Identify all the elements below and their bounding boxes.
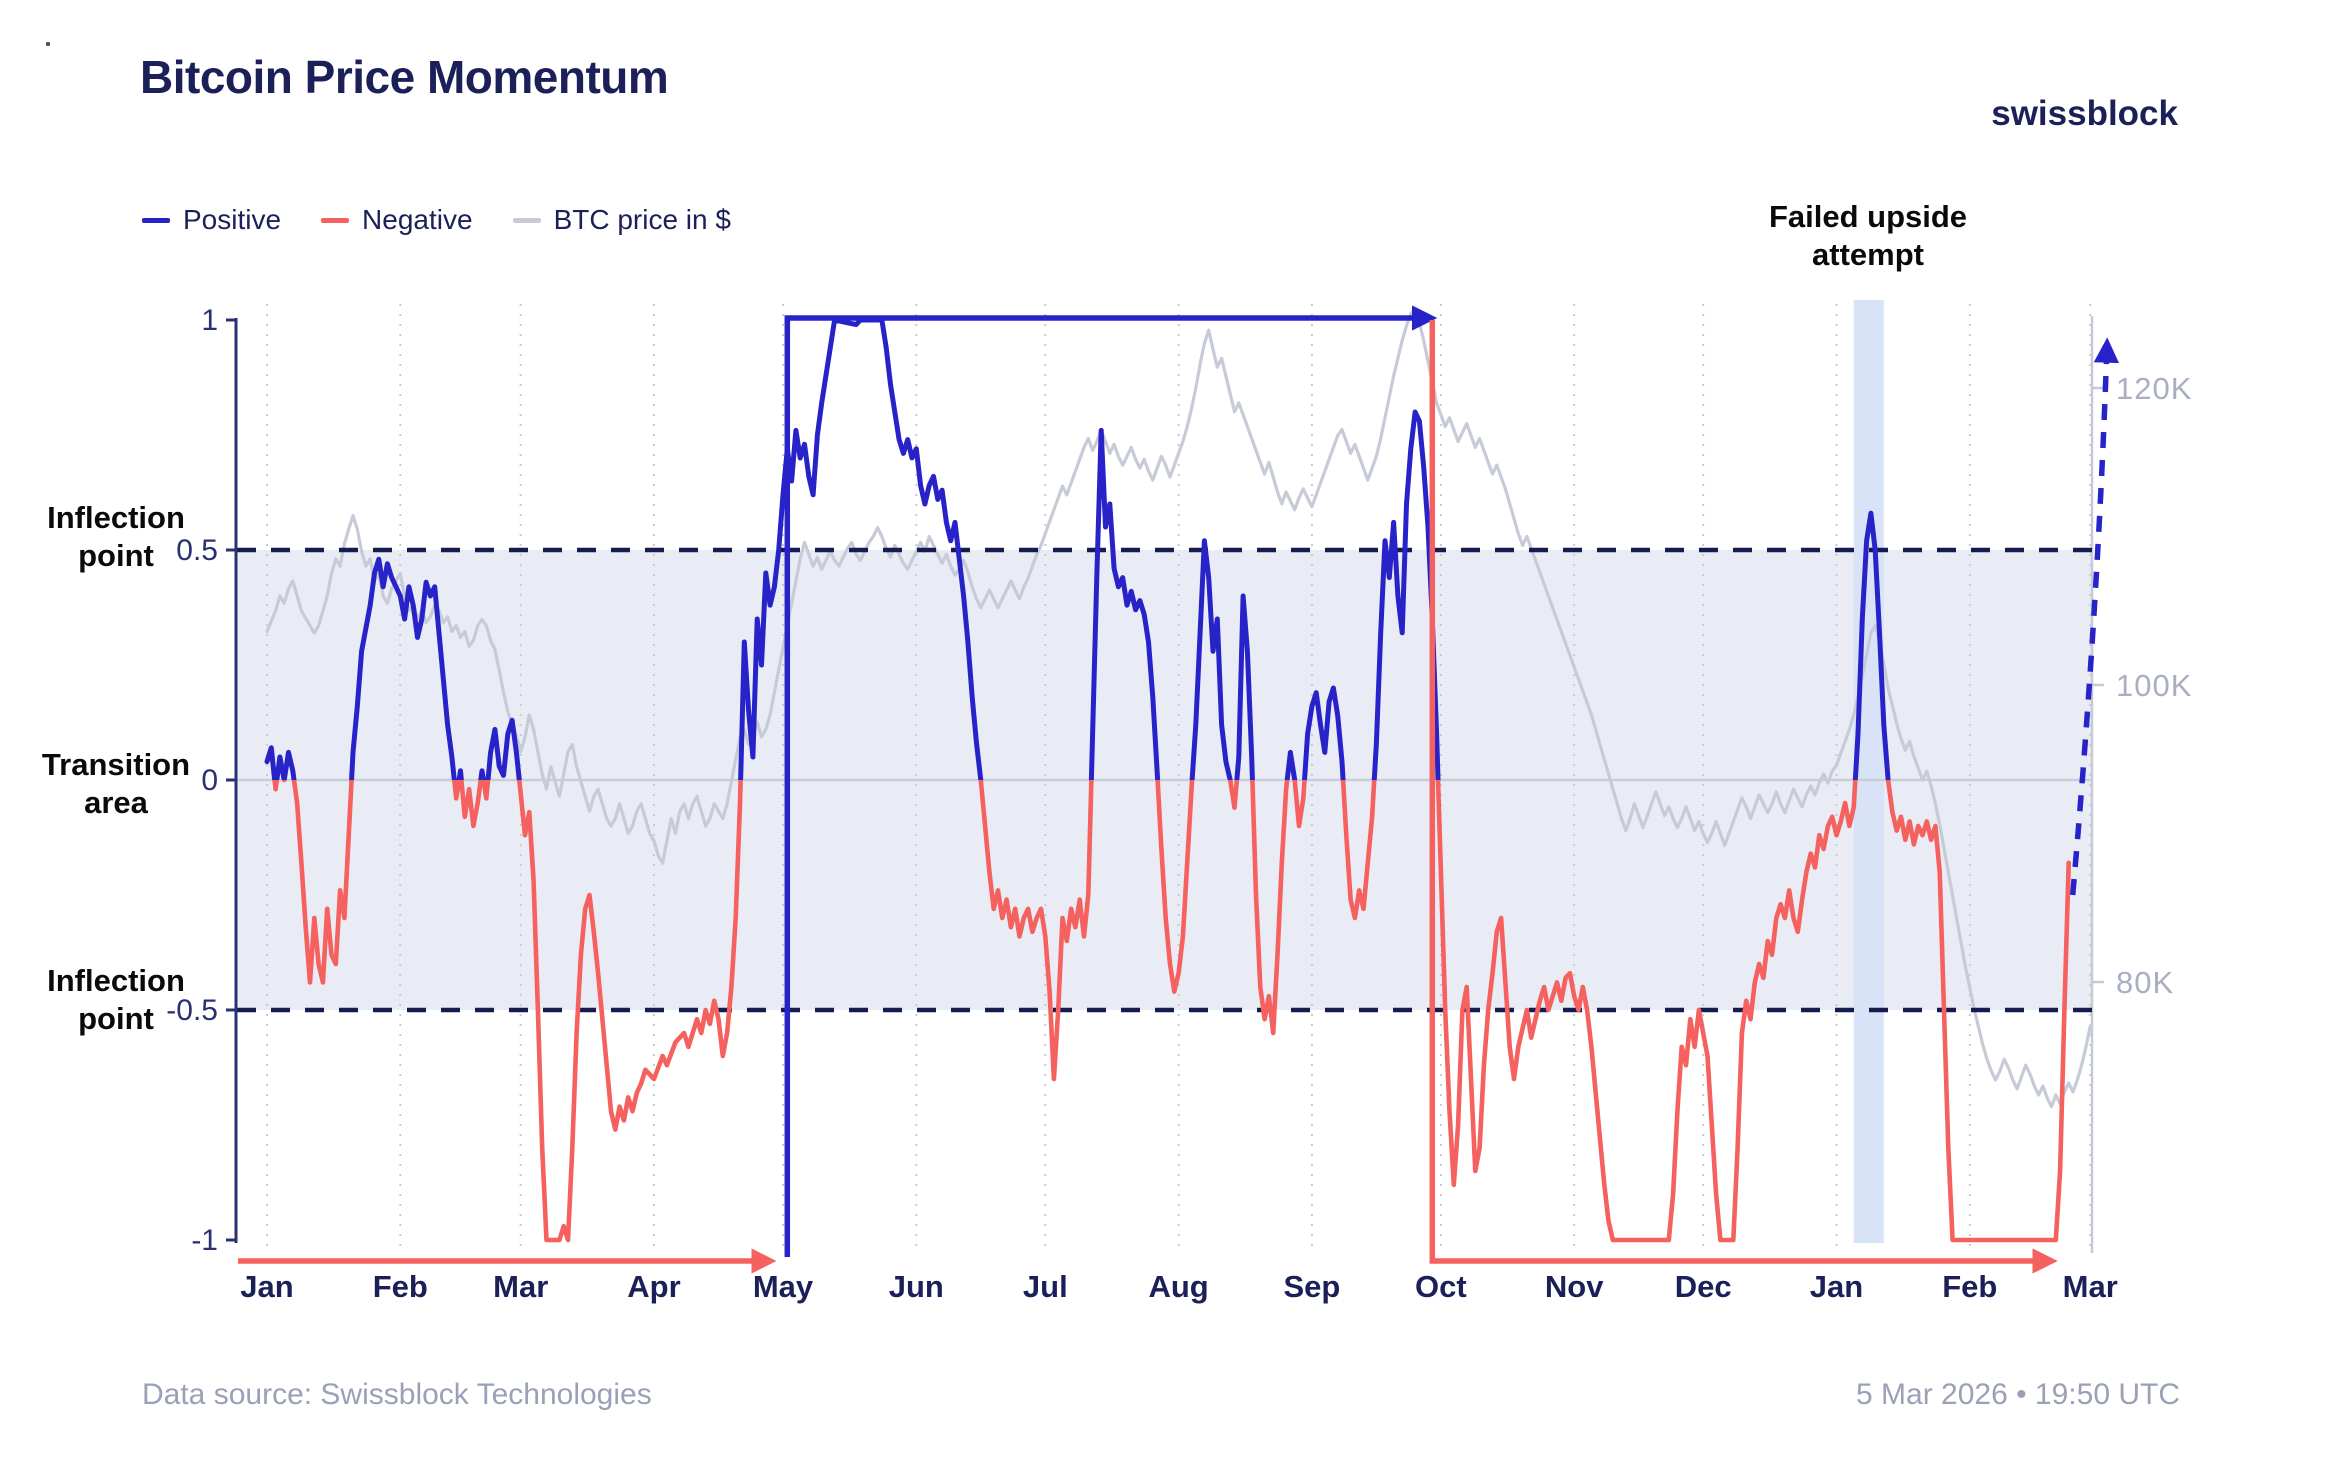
month-label-jan-12: Jan xyxy=(1810,1269,1863,1304)
momentum-line-negative xyxy=(272,780,2071,1243)
legend-label: Positive xyxy=(183,204,282,235)
data-source: Data source: Swissblock Technologies xyxy=(142,1378,652,1411)
legend-item-positive: Positive xyxy=(142,204,281,236)
month-label-nov-10: Nov xyxy=(1545,1269,1604,1304)
month-label-dec-11: Dec xyxy=(1675,1269,1732,1304)
right-axis-tick-label: 80K xyxy=(2116,965,2174,1000)
legend-item-negative: Negative xyxy=(321,204,473,236)
month-label-feb-13: Feb xyxy=(1942,1269,1997,1304)
failed-upside-line2: attempt xyxy=(1812,237,1924,272)
month-label-aug-7: Aug xyxy=(1148,1269,1208,1304)
month-label-jun-5: Jun xyxy=(889,1269,944,1304)
left-axis-tick-label: -0.5 xyxy=(166,994,218,1027)
right-axis-tick-label: 120K xyxy=(2116,371,2192,406)
month-label-oct-9: Oct xyxy=(1415,1269,1467,1304)
momentum-line-positive xyxy=(264,317,1891,780)
negative-regime-arrow-2 xyxy=(1429,320,2058,1274)
inflection-point-upper-label: Inflection point xyxy=(47,500,185,573)
legend-dash-icon xyxy=(321,217,350,223)
left-axis-tick-label: -1 xyxy=(191,1224,218,1257)
left-axis-tick-label: 0 xyxy=(201,764,218,797)
btc-price-line xyxy=(265,307,2092,1109)
month-label-jan-0: Jan xyxy=(240,1269,293,1304)
left-axis-tick-label: 0.5 xyxy=(176,534,218,567)
transition-area-label: Transition area xyxy=(41,747,191,820)
month-label-mar-2: Mar xyxy=(493,1269,548,1304)
legend: Positive Negative BTC price in $ xyxy=(142,204,731,236)
failed-upside-highlight-band xyxy=(1853,300,1884,1243)
legend-label: Negative xyxy=(362,204,473,235)
positive-regime-arrow xyxy=(784,305,1438,1257)
legend-label: BTC price in $ xyxy=(553,204,731,235)
page-title: Bitcoin Price Momentum xyxy=(140,51,669,103)
failed-upside-annotation: Failed upside attempt xyxy=(1716,198,2020,274)
legend-dash-icon xyxy=(512,217,541,223)
left-axis-tick-label: 1 xyxy=(201,304,218,337)
timestamp: 5 Mar 2026 • 19:50 UTC xyxy=(1856,1378,2180,1411)
month-label-may-4: May xyxy=(753,1269,814,1304)
stray-dot xyxy=(46,42,50,46)
month-label-mar-14: Mar xyxy=(2063,1269,2118,1304)
month-label-apr-3: Apr xyxy=(627,1269,680,1304)
swissblock-logo: swissblock xyxy=(1991,94,2178,133)
legend-item-btc-price-in-: BTC price in $ xyxy=(512,204,731,236)
failed-upside-line1: Failed upside xyxy=(1768,199,1968,234)
month-label-jul-6: Jul xyxy=(1023,1269,1068,1304)
inflection-point-lower-label: Inflection point xyxy=(47,963,185,1036)
month-label-feb-1: Feb xyxy=(373,1269,428,1304)
legend-dash-icon xyxy=(142,217,170,223)
right-axis-tick-label: 100K xyxy=(2116,668,2192,703)
projection-arrow xyxy=(2069,337,2120,896)
month-label-sep-8: Sep xyxy=(1283,1269,1340,1304)
